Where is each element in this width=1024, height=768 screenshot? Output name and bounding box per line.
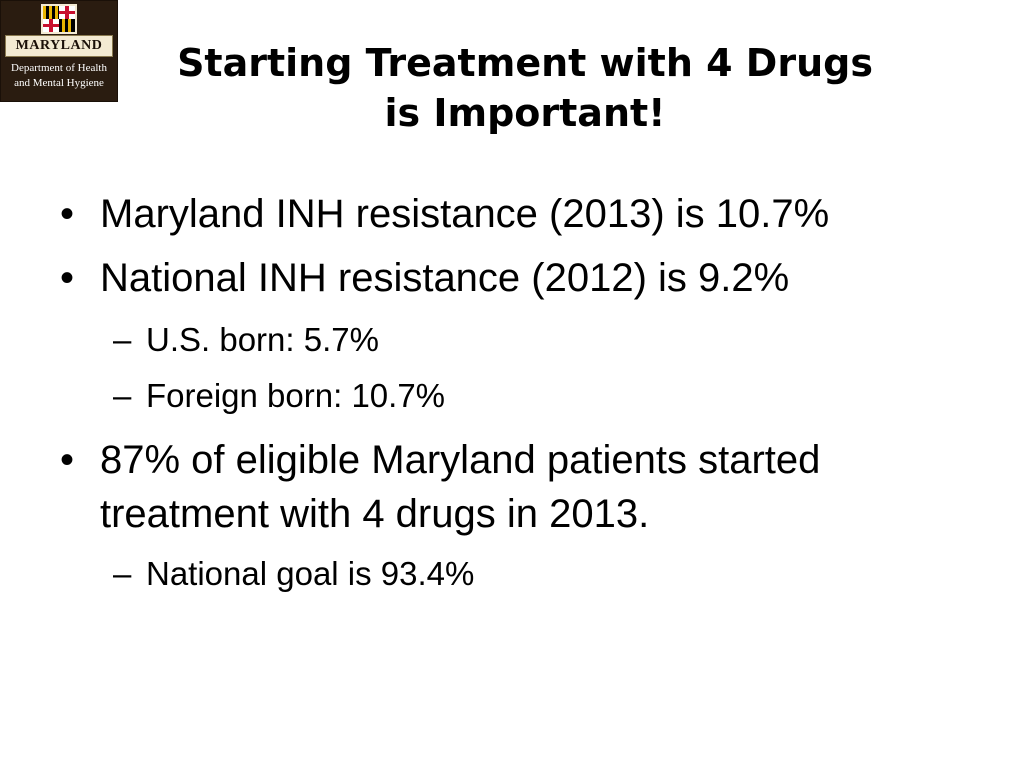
bullet-text: 87% of eligible Maryland patients starte… xyxy=(100,438,821,482)
slide-title: Starting Treatment with 4 Drugs is Impor… xyxy=(120,38,930,138)
subbullet-marker: – xyxy=(113,377,132,414)
bullet-text: National INH resistance (2012) is 9.2% xyxy=(100,256,790,300)
bullet-marker: • xyxy=(60,192,75,236)
maryland-flag-shield-icon xyxy=(41,4,77,34)
slide-title-line-2: is Important! xyxy=(384,91,666,135)
maryland-dhmh-logo: MARYLAND Department of Health and Mental… xyxy=(0,0,118,102)
subbullet-text: U.S. born: 5.7% xyxy=(146,321,379,358)
logo-line-2: and Mental Hygiene xyxy=(14,77,104,89)
subbullet-marker: – xyxy=(113,321,132,358)
subbullet-marker: – xyxy=(113,555,132,592)
logo-line-1: Department of Health xyxy=(11,62,107,74)
logo-name: MARYLAND xyxy=(5,35,113,57)
bullet-marker: • xyxy=(60,438,75,482)
bullet-text: Maryland INH resistance (2013) is 10.7% xyxy=(100,192,830,236)
slide-title-line-1: Starting Treatment with 4 Drugs xyxy=(177,41,873,85)
bullet-marker: • xyxy=(60,256,75,300)
subbullet-text: National goal is 93.4% xyxy=(146,555,475,592)
subbullet-text: Foreign born: 10.7% xyxy=(146,377,446,414)
bullet-text: treatment with 4 drugs in 2013. xyxy=(100,492,650,536)
